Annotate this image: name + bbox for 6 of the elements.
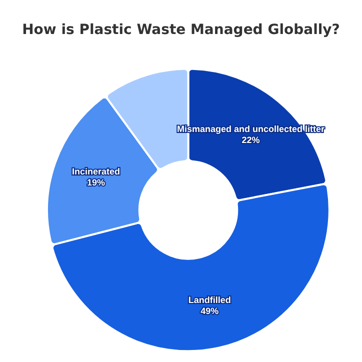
data-label: 49% — [200, 306, 219, 316]
chart-title: How is Plastic Waste Managed Globally? — [22, 22, 340, 38]
slice-label: Incinerated — [72, 166, 120, 176]
data-label: 19% — [87, 177, 106, 188]
slice-label: Landfilled — [188, 295, 231, 306]
data-label: 22% — [242, 134, 260, 145]
